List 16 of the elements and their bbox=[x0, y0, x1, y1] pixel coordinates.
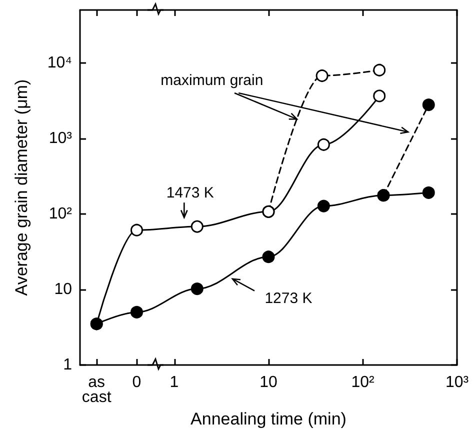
y-axis-title: Average grain diameter (μm) bbox=[12, 79, 31, 296]
series-label: 1273 K bbox=[264, 290, 312, 307]
x-axis-title: Annealing time (min) bbox=[190, 409, 346, 428]
y-tick-label: 10³ bbox=[48, 130, 73, 147]
series-label: 1473 K bbox=[166, 184, 214, 202]
x-tick-label: as cast bbox=[82, 374, 112, 406]
x-tick-label: 10² bbox=[351, 374, 375, 391]
x-tick-label: 10³ bbox=[445, 374, 470, 391]
x-tick-label: 1 bbox=[170, 374, 179, 391]
y-tick-label: 10⁴ bbox=[47, 54, 72, 72]
annotation: maximum grain bbox=[160, 72, 264, 89]
y-tick-label: 10 bbox=[54, 280, 72, 298]
y-tick-label: 10² bbox=[48, 205, 73, 222]
y-tick-label: 1 bbox=[63, 356, 72, 374]
x-tick-label: 10 bbox=[260, 374, 278, 391]
x-tick-label: 0 bbox=[132, 374, 142, 391]
